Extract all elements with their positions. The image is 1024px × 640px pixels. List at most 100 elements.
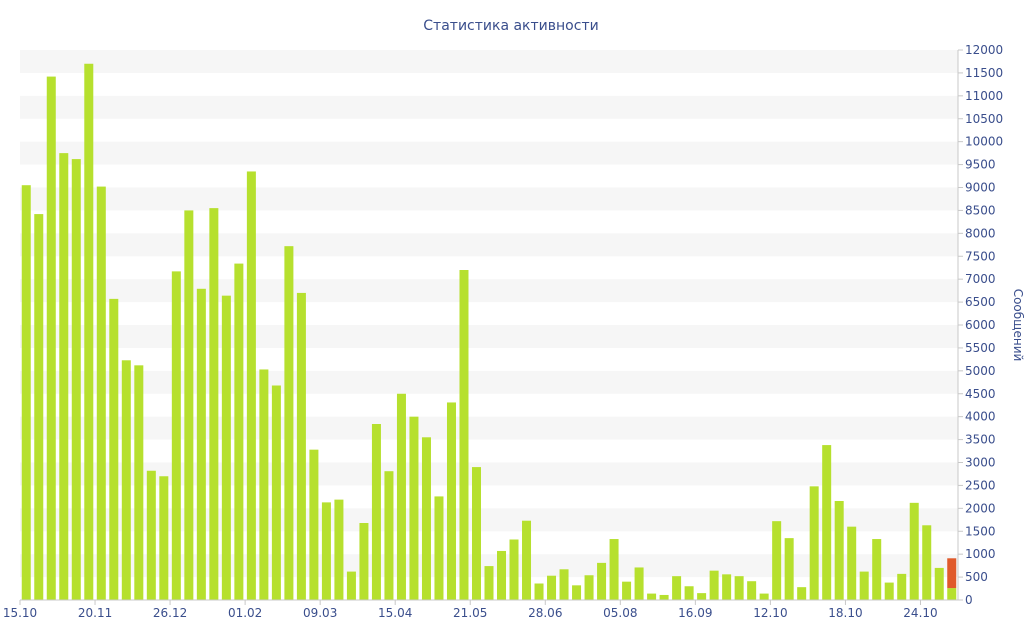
bar[interactable] — [146, 470, 156, 600]
bar[interactable] — [159, 476, 169, 600]
bar[interactable] — [384, 471, 394, 600]
bar[interactable] — [296, 292, 306, 600]
bar[interactable] — [784, 538, 794, 600]
x-tick-label: 24.10 — [903, 606, 937, 620]
y-tick-label: 8000 — [965, 226, 996, 240]
bar[interactable] — [709, 570, 719, 600]
bar[interactable] — [209, 208, 219, 600]
y-tick-label: 7000 — [965, 272, 996, 286]
bar[interactable] — [71, 159, 81, 601]
bar[interactable] — [446, 402, 456, 600]
bar[interactable] — [847, 526, 857, 600]
y-tick-label: 2500 — [965, 478, 996, 492]
y-tick-label: 3000 — [965, 456, 996, 470]
chart-title: Статистика активности — [423, 18, 598, 34]
bar[interactable] — [834, 501, 844, 600]
y-tick-label: 8500 — [965, 203, 996, 217]
bar[interactable] — [334, 499, 344, 600]
bar[interactable] — [809, 486, 819, 600]
bar[interactable] — [121, 360, 131, 600]
bar[interactable] — [59, 153, 69, 600]
y-tick-label: 9000 — [965, 181, 996, 195]
bar[interactable] — [171, 271, 181, 600]
bar[interactable] — [947, 588, 957, 600]
y-tick-label: 10000 — [965, 135, 1003, 149]
bar[interactable] — [622, 581, 632, 600]
bar[interactable] — [96, 186, 106, 601]
bar[interactable] — [684, 586, 694, 600]
bar[interactable] — [134, 365, 144, 600]
bar[interactable] — [547, 575, 557, 600]
bar[interactable] — [234, 263, 244, 600]
x-tick-label: 12.10 — [753, 606, 787, 620]
bar[interactable] — [859, 571, 869, 600]
bar[interactable] — [434, 496, 444, 600]
bar[interactable] — [284, 246, 294, 600]
bar[interactable] — [897, 573, 907, 600]
bar[interactable] — [597, 562, 607, 600]
y-axis-ticks: 0 500 1000 1500 2000 2500 3000 3500 4000 4500 5000… — [958, 43, 1003, 607]
bar[interactable] — [34, 214, 44, 601]
bar[interactable] — [872, 539, 882, 600]
bar[interactable] — [259, 369, 269, 600]
y-tick-label: 0 — [965, 593, 973, 607]
bar[interactable] — [534, 583, 544, 601]
grid-band — [20, 416, 958, 440]
bar[interactable] — [522, 520, 532, 600]
bar[interactable] — [396, 393, 406, 600]
y-tick-label: 1000 — [965, 547, 996, 561]
bar[interactable] — [421, 437, 431, 600]
bar[interactable] — [647, 593, 657, 600]
y-tick-label: 2000 — [965, 501, 996, 515]
bar[interactable] — [484, 566, 494, 600]
bar[interactable] — [471, 467, 481, 600]
bar[interactable] — [109, 298, 119, 600]
bar[interactable] — [184, 210, 194, 600]
bar[interactable] — [246, 171, 256, 601]
bar[interactable] — [346, 571, 356, 600]
bar[interactable] — [759, 593, 769, 600]
x-tick-label: 21.05 — [453, 606, 487, 620]
y-tick-label: 500 — [965, 570, 988, 584]
bars — [21, 63, 957, 601]
bar[interactable] — [772, 521, 782, 600]
bar[interactable] — [934, 567, 944, 600]
bar[interactable] — [822, 445, 832, 600]
bar[interactable] — [909, 502, 919, 600]
bar[interactable] — [559, 569, 569, 600]
bar[interactable] — [672, 576, 682, 600]
y-tick-label: 9500 — [965, 158, 996, 172]
bar[interactable] — [321, 502, 331, 600]
bar[interactable] — [572, 585, 582, 600]
bar[interactable] — [722, 574, 732, 600]
bar[interactable] — [609, 539, 619, 600]
bar[interactable] — [46, 76, 56, 601]
bar[interactable] — [196, 288, 206, 600]
bar[interactable] — [797, 587, 807, 600]
bar[interactable] — [221, 295, 231, 600]
y-tick-label: 5000 — [965, 364, 996, 378]
bar[interactable] — [371, 424, 381, 600]
bar[interactable] — [309, 449, 319, 600]
bar[interactable] — [922, 525, 932, 600]
x-tick-label: 15.10 — [3, 606, 37, 620]
bar[interactable] — [21, 185, 31, 601]
bar[interactable] — [459, 270, 469, 600]
bar[interactable] — [697, 593, 707, 600]
bar[interactable] — [271, 385, 281, 601]
bar[interactable] — [659, 594, 669, 600]
highlight-bar[interactable] — [947, 558, 957, 589]
bar[interactable] — [509, 539, 519, 601]
bar[interactable] — [409, 416, 419, 600]
bar[interactable] — [747, 581, 757, 600]
bar[interactable] — [359, 523, 369, 600]
bar[interactable] — [584, 575, 594, 600]
x-tick-label: 18.10 — [828, 606, 862, 620]
bar[interactable] — [634, 567, 644, 600]
bar[interactable] — [84, 63, 94, 600]
x-axis-ticks: 15.10 20.11 26.12 01.02 09.03 15.04 21.05 28.06… — [3, 600, 938, 620]
x-tick-label: 26.12 — [153, 606, 187, 620]
bar[interactable] — [734, 576, 744, 600]
bar[interactable] — [884, 582, 894, 600]
bar[interactable] — [497, 550, 507, 600]
